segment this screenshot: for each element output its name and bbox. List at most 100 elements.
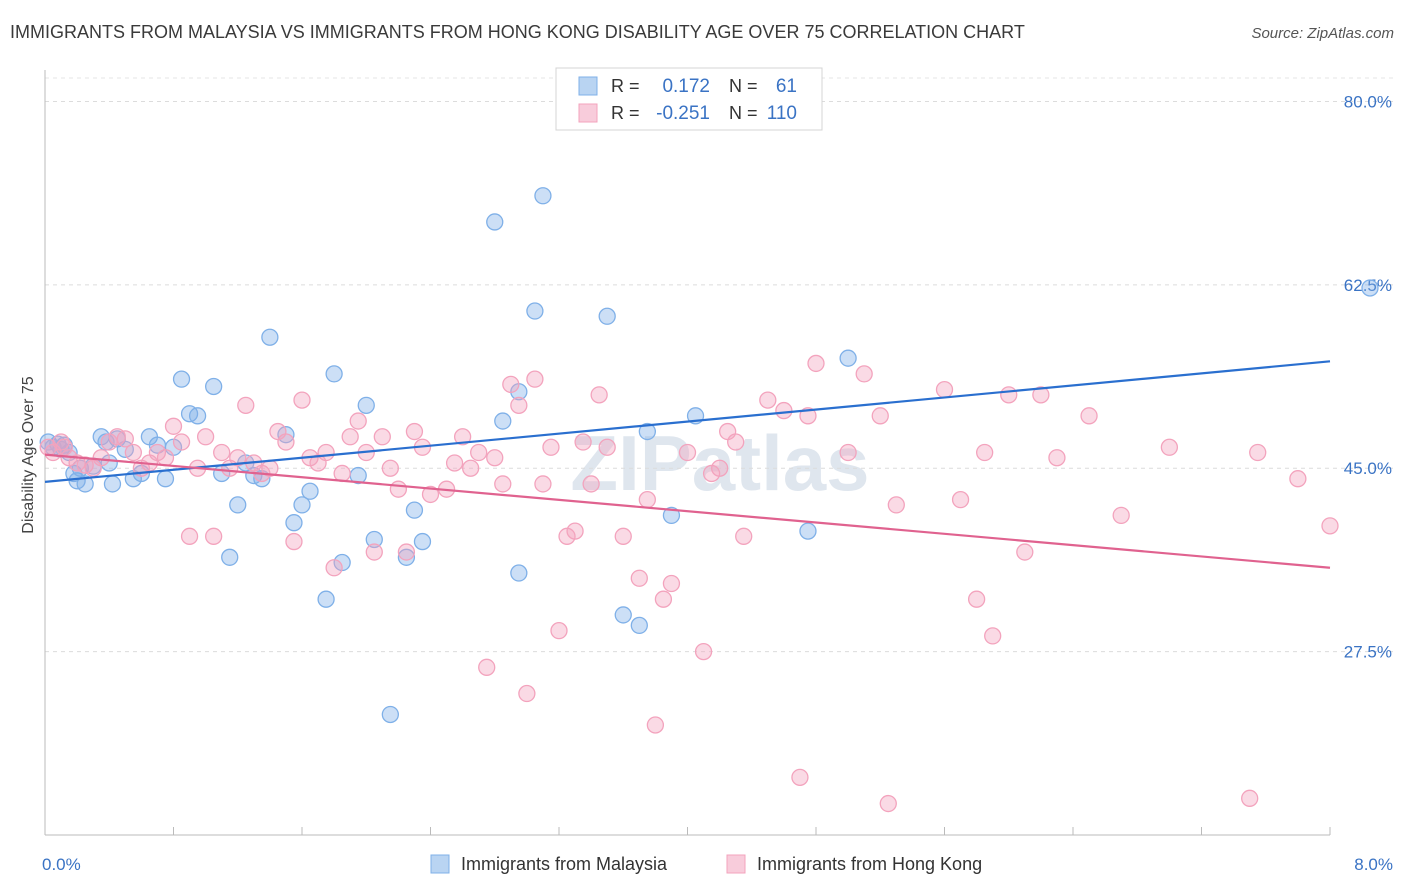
legend-swatch-0 <box>430 854 450 874</box>
series-0-point-38 <box>317 590 335 608</box>
legend-label-1: Immigrants from Hong Kong <box>757 854 982 874</box>
series-0-point-28 <box>221 548 239 566</box>
series-1-point-42 <box>365 543 383 561</box>
series-1-point-32 <box>285 532 303 551</box>
series-1-point-76 <box>662 574 681 593</box>
series-1-point-22 <box>205 527 223 545</box>
series-1-point-46 <box>397 543 416 561</box>
y-tick-label-2: 45.0% <box>1344 459 1392 478</box>
legend: Immigrants from Malaysia Immigrants from … <box>430 854 982 874</box>
y-tick-label-0: 80.0% <box>1344 92 1392 111</box>
series-1-point-91 <box>871 407 889 425</box>
series-1-point-61 <box>526 370 544 388</box>
series-0-point-39 <box>325 365 343 383</box>
series-1-point-59 <box>510 396 528 414</box>
series-0-trend-line <box>44 360 1331 483</box>
series-1-point-96 <box>967 590 986 608</box>
series-1-point-53 <box>462 459 480 477</box>
series-1-point-94 <box>935 380 954 399</box>
series-1-point-47 <box>405 422 424 441</box>
series-1-point-75 <box>654 590 673 608</box>
series-1-point-71 <box>614 527 632 545</box>
series-1-point-106 <box>1241 789 1259 807</box>
series-1-point-62 <box>534 475 552 493</box>
series-1-point-107 <box>1249 443 1267 462</box>
series-1-point-102 <box>1048 449 1066 467</box>
series-1-point-63 <box>542 438 560 456</box>
series-1-point-33 <box>293 391 311 409</box>
series-1-point-56 <box>486 449 504 467</box>
series-1-point-80 <box>710 459 729 477</box>
series-1-point-105 <box>1160 438 1179 456</box>
series-1-point-92 <box>879 794 897 813</box>
series-1-point-49 <box>421 485 440 504</box>
series-0-point-52 <box>526 302 544 320</box>
grid <box>45 77 1395 653</box>
series-1-point-43 <box>373 428 391 446</box>
series-0-point-57 <box>638 422 656 441</box>
y-axis-label: Disability Age Over 75 <box>20 376 37 534</box>
series-0-point-54 <box>598 307 616 325</box>
series-1-point-86 <box>791 768 809 787</box>
series-1-point-69 <box>590 386 608 404</box>
series-0-point-49 <box>494 412 512 430</box>
series-0-point-46 <box>405 501 424 519</box>
series-1-point-64 <box>550 622 568 640</box>
series-0-point-48 <box>486 213 504 231</box>
series-1-point-67 <box>574 433 592 451</box>
series-1-point-104 <box>1112 506 1130 525</box>
series-1-point-99 <box>1000 386 1018 404</box>
series-0-point-53 <box>534 187 552 205</box>
series-1-point-12 <box>124 443 142 462</box>
series-1-point-87 <box>799 407 817 425</box>
series-1-point-108 <box>1289 470 1307 488</box>
series-1-point-101 <box>1032 386 1050 404</box>
series-1-point-25 <box>229 449 247 467</box>
x-tick-label-0: 0.0% <box>42 855 81 874</box>
series-0-point-14 <box>103 475 122 493</box>
legend-swatch-1 <box>726 854 746 874</box>
series-0-point-62 <box>1361 279 1379 297</box>
series-1-point-45 <box>389 480 408 498</box>
series-1-point-23 <box>213 443 231 462</box>
series-1-point-70 <box>598 438 616 456</box>
x-tick-labels: 0.0% 8.0% <box>42 855 1393 874</box>
series-0-point-42 <box>357 396 375 414</box>
series-1-point-109 <box>1321 517 1339 535</box>
series-1-point-8 <box>92 449 110 467</box>
series-1-point-39 <box>341 428 359 446</box>
series-1-point-58 <box>502 375 520 394</box>
stats-n-value-1: 110 <box>767 103 797 124</box>
series-0-point-25 <box>188 407 207 425</box>
series-1-point-40 <box>349 412 367 430</box>
series-1-point-89 <box>839 443 857 462</box>
series-1-point-18 <box>172 433 191 451</box>
series-0-point-45 <box>397 548 416 566</box>
series-0-point-58 <box>662 506 681 525</box>
series-1-point-93 <box>887 496 905 514</box>
series-1-trend-line <box>44 453 1331 569</box>
series-0-point-29 <box>229 496 247 514</box>
series-0-point-26 <box>205 377 223 396</box>
series-1-point-97 <box>976 443 994 462</box>
series-0-point-21 <box>156 470 175 488</box>
series-1-point-88 <box>807 354 825 373</box>
y-tick-label-1: 62.5% <box>1344 276 1392 295</box>
chart-title: IMMIGRANTS FROM MALAYSIA VS IMMIGRANTS F… <box>10 22 1025 42</box>
series-1-point-37 <box>325 559 343 577</box>
series-1-point-36 <box>317 443 335 462</box>
series-1-point-2 <box>52 433 70 451</box>
stats-r-label-1: R = <box>611 103 640 123</box>
series-0-point-8 <box>71 459 89 477</box>
series-1-point-95 <box>951 491 970 509</box>
series-0-point-60 <box>799 522 817 540</box>
stats-r-value-0: 0.172 <box>662 76 710 97</box>
series-1-point-85 <box>775 401 793 420</box>
chart-source: Source: ZipAtlas.com <box>1251 25 1394 42</box>
series-1-point-84 <box>759 391 777 409</box>
series-1-point-16 <box>156 449 175 467</box>
series-1-point-51 <box>445 454 464 472</box>
legend-label-0: Immigrants from Malaysia <box>461 854 668 874</box>
series-1-point-78 <box>694 642 713 661</box>
